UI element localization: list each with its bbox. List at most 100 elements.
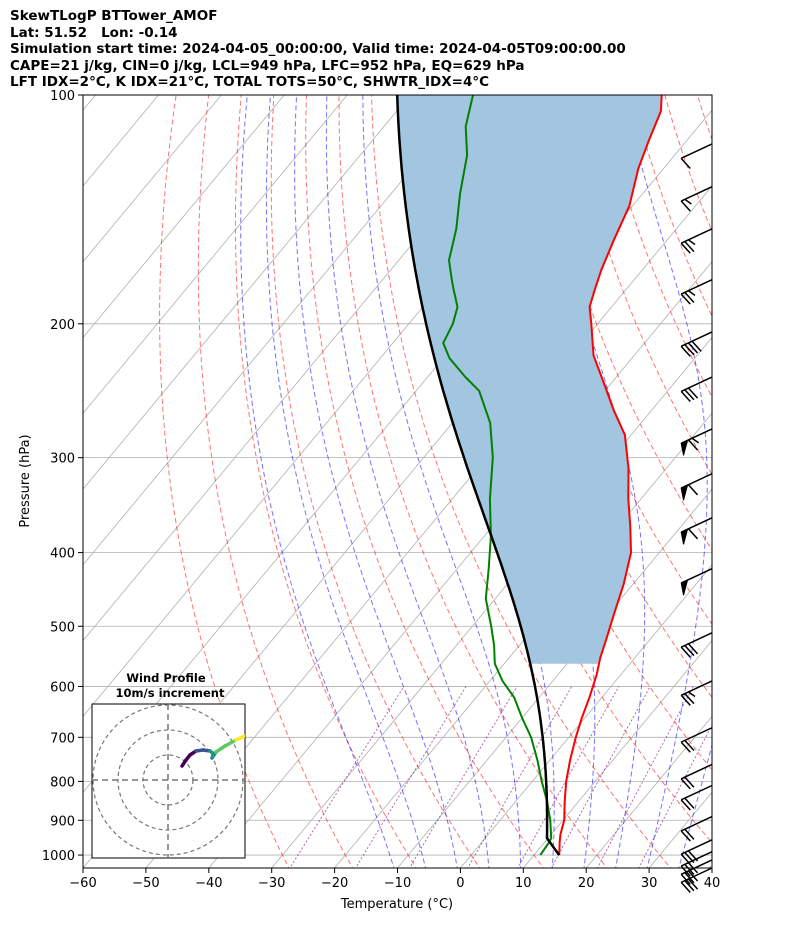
dry-adiabat (338, 95, 608, 868)
x-tick-label: −30 (258, 876, 285, 891)
dry-adiabat (664, 95, 712, 233)
barb-feather (684, 880, 695, 892)
dry-adiabat (763, 95, 794, 871)
barb-feather (680, 741, 691, 753)
barb-shaft (680, 763, 713, 780)
barb-feather (680, 853, 691, 865)
barb-shaft (680, 376, 713, 393)
barb-feather (684, 291, 695, 303)
barb-feather (680, 799, 691, 811)
barb-shaft (680, 680, 713, 696)
hodograph-inset: Wind Profile 10m/s increment (91, 671, 246, 859)
barb-feather (680, 157, 691, 169)
isotherm-line (459, 564, 712, 868)
barb-feather (680, 390, 691, 402)
isotherm-line (83, 95, 474, 566)
barb-shaft (680, 279, 713, 295)
moist-adiabat (265, 95, 427, 868)
barb-feather (680, 345, 691, 357)
barb-feather (691, 437, 700, 444)
isotherm-line (83, 95, 222, 263)
wind-barb (680, 763, 713, 790)
mixing-ratio-line (289, 686, 405, 868)
hodograph-trace-segment (214, 744, 227, 754)
isotherm-line (711, 867, 712, 868)
barb-feather (687, 870, 699, 882)
barb-feather (684, 852, 695, 864)
y-axis-title: Pressure (hPa) (18, 434, 33, 527)
barb-feather (684, 344, 695, 356)
cape-area (397, 95, 662, 664)
hodograph-trace-segment (223, 738, 238, 748)
barb-shaft (680, 331, 713, 347)
barb-feather (687, 387, 699, 399)
barb-feather (680, 200, 691, 212)
mixing-ratio-line (517, 686, 620, 868)
barb-feather (680, 830, 691, 842)
barb-feather (684, 739, 695, 752)
barb-feather (688, 691, 696, 698)
dewpoint-line (442, 95, 553, 856)
barb-feather (684, 872, 695, 884)
time-line: Simulation start time: 2024-04-05_00:00:… (10, 41, 626, 57)
dry-adiabat (305, 95, 545, 868)
dry-adiabat (730, 95, 794, 871)
isotherm-line (396, 488, 712, 868)
moist-adiabat (240, 95, 395, 868)
barb-feather (684, 389, 695, 401)
chart-title: SkewTLogP BTTower_AMOF (10, 8, 218, 24)
hodograph-trace-segment (234, 733, 245, 742)
dry-adiabat (403, 95, 712, 844)
mixing-ratio-line (467, 686, 573, 868)
isotherm-line (760, 95, 794, 887)
moist-adiabat (325, 95, 490, 868)
cape-line: CAPE=21 j/kg, CIN=0 j/kg, LCL=949 hPa, L… (10, 57, 525, 74)
dry-adiabat (234, 95, 417, 868)
x-tick-label: 40 (704, 876, 721, 891)
x-tick-label: −40 (195, 876, 222, 891)
isotherm-line (83, 95, 411, 490)
isotherm-line (334, 412, 712, 868)
barb-feather (684, 863, 695, 876)
barb-feather (687, 850, 699, 862)
parcel-line (395, 95, 561, 856)
barb-flag (680, 439, 689, 456)
x-tick-label: 30 (641, 876, 658, 891)
dry-adiabat (270, 95, 481, 868)
location-line: Lat: 51.52 Lon: -0.14 (10, 24, 178, 41)
isotherm-line (522, 640, 712, 868)
isotherm-line (83, 95, 285, 339)
y-tick-label: 500 (50, 620, 75, 635)
x-tick-label: 20 (578, 876, 595, 891)
barb-feather (684, 241, 695, 253)
barb-shaft (680, 185, 713, 202)
moist-adiabat (709, 860, 712, 868)
index-line: LFT IDX=2°C, K IDX=21°C, TOTAL TOTS=50°C… (10, 74, 490, 90)
mixing-ratio-line (596, 686, 694, 868)
barb-feather (684, 828, 695, 840)
profile-lines (395, 95, 663, 856)
barb-feather (687, 342, 699, 354)
barb-feather (687, 878, 699, 890)
barb-shaft (680, 228, 713, 244)
barb-feather (680, 293, 691, 305)
isotherm-line (585, 715, 712, 868)
barb-shaft (680, 784, 713, 801)
mixing-ratio-line (638, 723, 712, 868)
hodograph-subtitle: 10m/s increment (116, 686, 225, 700)
barb-shaft (680, 815, 713, 832)
x-tick-label: −50 (132, 876, 159, 891)
wind-barb (680, 376, 713, 402)
wind-barb (680, 331, 713, 357)
wind-barb (680, 815, 713, 842)
barb-feather (680, 873, 691, 885)
wind-barb (680, 568, 713, 596)
moist-adiabat (623, 95, 708, 868)
wind-barb (680, 517, 713, 545)
y-tick-label: 600 (50, 680, 75, 695)
barb-feather (688, 290, 696, 296)
barb-feather (680, 694, 691, 706)
wind-barb (680, 279, 713, 305)
mixing-ratio-line (550, 686, 651, 868)
wind-barb (680, 632, 713, 658)
